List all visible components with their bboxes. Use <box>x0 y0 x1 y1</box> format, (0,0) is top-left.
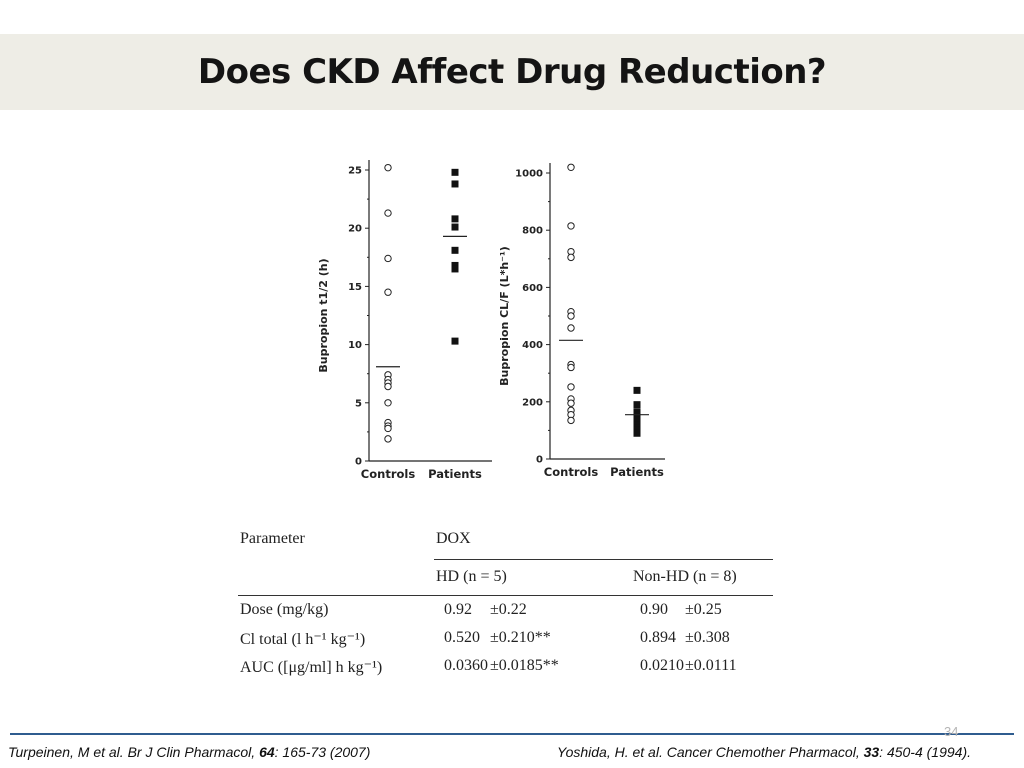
table-row-label: AUC ([μg/ml] h kg⁻¹) <box>240 659 383 676</box>
table-rule <box>238 595 773 596</box>
data-point <box>567 222 575 230</box>
table-cell: ±0.0185** <box>490 657 559 674</box>
y-tick-label: 25 <box>348 166 362 177</box>
x-category-label: Patients <box>428 467 482 481</box>
data-point <box>567 312 575 320</box>
y-tick-label: 200 <box>522 397 543 408</box>
data-point <box>567 363 575 372</box>
data-point <box>567 163 575 171</box>
citation-text: Turpeinen, M et al. Br J Clin Pharmacol, <box>8 744 260 760</box>
citation-left: Turpeinen, M et al. Br J Clin Pharmacol,… <box>8 744 370 760</box>
data-point <box>451 180 459 188</box>
data-point <box>633 429 641 437</box>
table-cell: 0.894 <box>640 629 676 646</box>
data-point <box>451 168 459 176</box>
table-cell: 0.0210 <box>640 657 684 674</box>
x-category-label: Patients <box>610 465 664 479</box>
y-tick-label: 800 <box>522 226 543 237</box>
table-cell: ±0.0111 <box>685 657 737 674</box>
page-number: 34 <box>944 724 959 739</box>
table-row-label: Cl total (l h⁻¹ kg⁻¹) <box>240 631 366 648</box>
data-point <box>451 265 459 273</box>
table-cell: ±0.210** <box>490 629 551 646</box>
data-point <box>567 399 575 407</box>
data-point <box>567 253 575 262</box>
data-point <box>384 163 392 172</box>
citation-right: Yoshida, H. et al. Cancer Chemother Phar… <box>557 744 971 760</box>
y-tick-label: 20 <box>348 224 362 235</box>
table-cell: 0.0360 <box>444 657 488 674</box>
data-point <box>633 401 641 409</box>
data-point <box>384 435 392 443</box>
pharmacokinetics-table: Parameter DOX HD (n = 5) Non-HD (n = 8) … <box>238 525 773 685</box>
data-point <box>384 288 392 296</box>
slide-title: Does CKD Affect Drug Reduction? <box>197 52 827 92</box>
data-point <box>633 386 641 394</box>
y-axis-label: Bupropion CL/F (L*h⁻¹) <box>498 246 511 386</box>
data-point <box>451 215 459 223</box>
y-tick-label: 600 <box>522 283 543 294</box>
y-tick-label: 5 <box>355 398 362 409</box>
chart-1: 0 5 10 15 20 25 Controls Patients Bupropion t1/2… <box>317 160 492 481</box>
table-cell: 0.92 <box>444 601 472 618</box>
table-header-group: DOX <box>436 530 471 547</box>
data-point <box>451 223 459 231</box>
chart-2: 0 200 400 600 800 1000 Controls Patients Bupropi… <box>498 163 665 479</box>
y-tick-label: 0 <box>536 455 543 466</box>
y-tick-label: 10 <box>348 340 362 351</box>
footer-rule <box>10 733 1014 735</box>
citation-text: Yoshida, H. et al. Cancer Chemother Phar… <box>557 744 864 760</box>
citation-volume: 64 <box>259 744 275 760</box>
table-header-col1: HD (n = 5) <box>436 568 507 585</box>
y-axis-label: Bupropion t1/2 (h) <box>317 258 330 372</box>
y-tick-label: 15 <box>348 282 362 293</box>
y-tick-label: 400 <box>522 340 543 351</box>
table-row-label: Dose (mg/kg) <box>240 601 329 618</box>
y-tick-label: 1000 <box>515 169 543 180</box>
title-bar: Does CKD Affect Drug Reduction? <box>0 34 1024 110</box>
data-point <box>633 416 641 424</box>
data-point <box>384 209 392 217</box>
data-point <box>384 399 392 407</box>
data-point <box>384 424 392 433</box>
table-cell: ±0.25 <box>685 601 722 618</box>
citation-text: : 165-73 (2007) <box>274 744 371 760</box>
table-header-col2: Non-HD (n = 8) <box>633 568 737 585</box>
data-point <box>384 254 392 263</box>
data-point <box>384 382 392 391</box>
y-tick-label: 0 <box>355 457 362 468</box>
data-point <box>451 246 459 254</box>
data-point <box>451 337 459 345</box>
table-cell: ±0.308 <box>685 629 730 646</box>
data-point <box>567 416 575 425</box>
data-point <box>567 383 575 391</box>
data-point <box>567 324 575 332</box>
x-category-label: Controls <box>361 467 416 481</box>
table-cell: 0.90 <box>640 601 668 618</box>
x-category-label: Controls <box>544 465 599 479</box>
table-header-parameter: Parameter <box>240 530 305 547</box>
table-cell: 0.520 <box>444 629 480 646</box>
citation-text: : 450-4 (1994). <box>879 744 972 760</box>
table-cell: ±0.22 <box>490 601 527 618</box>
table-rule <box>434 559 773 560</box>
citation-volume: 33 <box>863 744 880 760</box>
